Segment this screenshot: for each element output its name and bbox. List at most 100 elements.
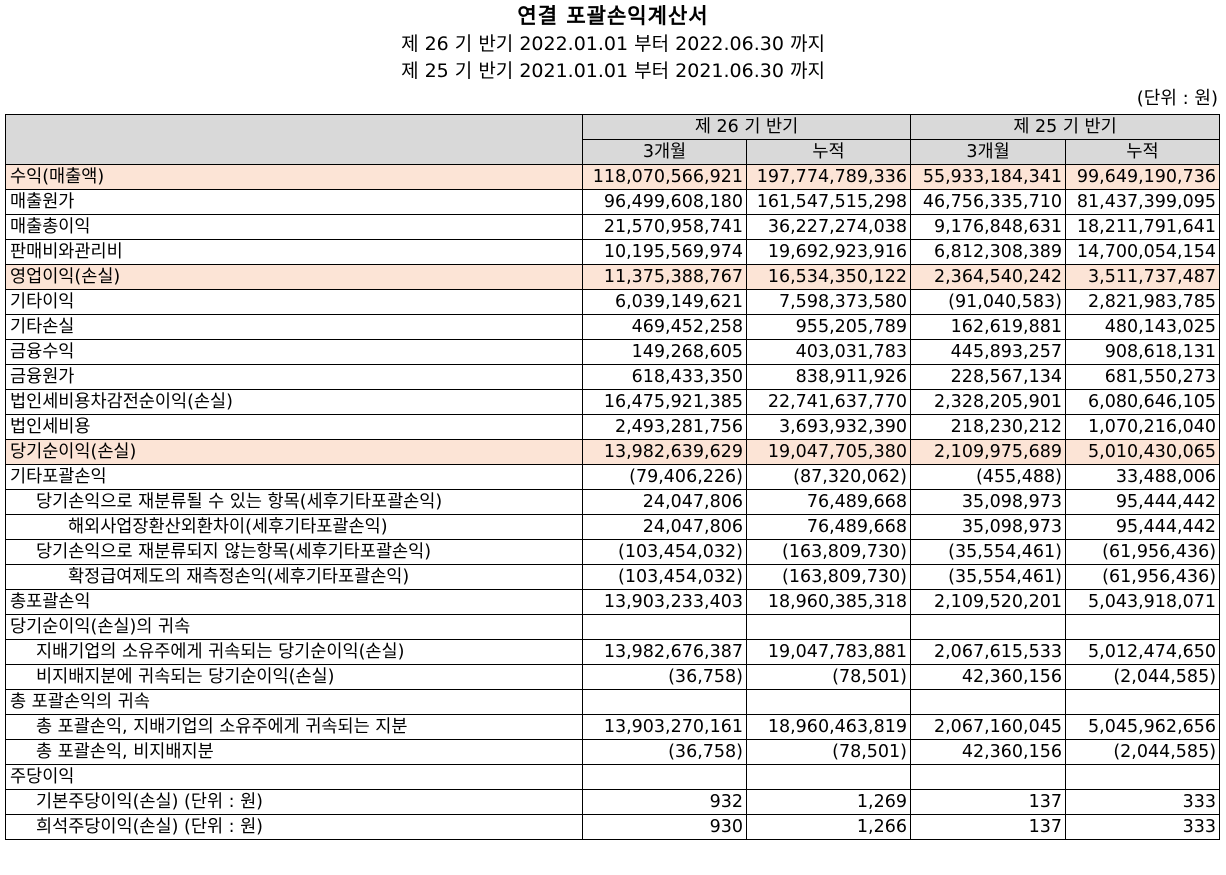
- row-label: 영업이익(손실): [5, 264, 583, 290]
- prior-3month-value: 2,067,615,533: [910, 639, 1067, 665]
- row-label: 총포괄손익: [5, 589, 583, 615]
- prior-cumulative-value: 95,444,442: [1065, 489, 1221, 515]
- current-3month-value: [582, 689, 747, 715]
- row-label: 기본주당이익(손실) (단위 : 원): [5, 789, 583, 815]
- row-label: 판매비와관리비: [5, 239, 583, 265]
- current-cumulative-value: 7,598,373,580: [745, 289, 912, 315]
- prior-cumulative-value: 480,143,025: [1065, 314, 1221, 340]
- row-label: 해외사업장환산외환차이(세후기타포괄손익): [5, 514, 583, 540]
- current-cumulative-value: [745, 764, 912, 790]
- table-row: 총 포괄손익의 귀속: [5, 689, 1221, 715]
- current-cumulative-value: 18,960,385,318: [745, 589, 912, 615]
- table-row: 당기순이익(손실)의 귀속: [5, 614, 1221, 640]
- prior-3month-value: 6,812,308,389: [910, 239, 1067, 265]
- prior-3month-value: (91,040,583): [910, 289, 1067, 315]
- row-label: 비지배지분에 귀속되는 당기순이익(손실): [5, 664, 583, 690]
- prior-cumulative-value: 6,080,646,105: [1065, 389, 1221, 415]
- table-row: 기타이익 6,039,149,621 7,598,373,580 (91,040,58…: [5, 289, 1221, 315]
- current-cumulative-value: 3,693,932,390: [745, 414, 912, 440]
- prior-3month-value: 46,756,335,710: [910, 189, 1067, 215]
- current-3month-value: 2,493,281,756: [582, 414, 747, 440]
- prior-3month-value: [910, 764, 1067, 790]
- header-blank-cell: [5, 114, 583, 165]
- table-row: 비지배지분에 귀속되는 당기순이익(손실) (36,758) (78,501) 42,…: [5, 664, 1221, 690]
- table-row: 법인세비용 2,493,281,756 3,693,932,390 218,230,2…: [5, 414, 1221, 440]
- current-3month-value: 24,047,806: [582, 514, 747, 540]
- prior-3month-value: (35,554,461): [910, 539, 1067, 565]
- current-cumulative-value: 19,047,705,380: [745, 439, 912, 465]
- prior-cumulative-value: [1065, 764, 1221, 790]
- prior-cumulative-value: 5,012,474,650: [1065, 639, 1221, 665]
- table-row: 당기손익으로 재분류되지 않는항목(세후기타포괄손익) (103,454,032)…: [5, 539, 1221, 565]
- prior-3month-value: 2,109,975,689: [910, 439, 1067, 465]
- table-row: 해외사업장환산외환차이(세후기타포괄손익) 24,047,806 76,489,66…: [5, 514, 1221, 540]
- prior-cumulative-value: 81,437,399,095: [1065, 189, 1221, 215]
- table-row: 법인세비용차감전순이익(손실) 16,475,921,385 22,741,637,…: [5, 389, 1221, 415]
- prior-cumulative-value: (61,956,436): [1065, 564, 1221, 590]
- row-label: 당기손익으로 재분류될 수 있는 항목(세후기타포괄손익): [5, 489, 583, 515]
- prior-cumulative-value: 333: [1065, 789, 1221, 815]
- table-row: 판매비와관리비 10,195,569,974 19,692,923,916 6,812…: [5, 239, 1221, 265]
- prior-cumulative-value: 33,488,006: [1065, 464, 1221, 490]
- row-label: 주당이익: [5, 764, 583, 790]
- current-cumulative-value: (78,501): [745, 739, 912, 765]
- current-cumulative-value: 1,269: [745, 789, 912, 815]
- current-3month-value: (79,406,226): [582, 464, 747, 490]
- table-row: 당기손익으로 재분류될 수 있는 항목(세후기타포괄손익) 24,047,806 7…: [5, 489, 1221, 515]
- table-row: 희석주당이익(손실) (단위 : 원) 930 1,266 137 333: [5, 814, 1221, 840]
- row-label: 매출원가: [5, 189, 583, 215]
- current-3month-value: 10,195,569,974: [582, 239, 747, 265]
- prior-3month-value: 137: [910, 789, 1067, 815]
- prior-cumulative-value: (2,044,585): [1065, 664, 1221, 690]
- current-3month-value: [582, 764, 747, 790]
- current-3month-value: 13,903,270,161: [582, 714, 747, 740]
- current-cumulative-value: 197,774,789,336: [745, 164, 912, 190]
- prior-3month-value: 55,933,184,341: [910, 164, 1067, 190]
- current-cumulative-value: 76,489,668: [745, 489, 912, 515]
- unit-label: (단위 : 원): [1136, 88, 1218, 109]
- current-cumulative-value: 22,741,637,770: [745, 389, 912, 415]
- table-row: 지배기업의 소유주에게 귀속되는 당기순이익(손실) 13,982,676,387…: [5, 639, 1221, 665]
- header-row-period: 제 26 기 반기 제 25 기 반기: [5, 114, 1221, 165]
- prior-3month-value: 35,098,973: [910, 489, 1067, 515]
- row-label: 희석주당이익(손실) (단위 : 원): [5, 814, 583, 840]
- row-label: 당기순이익(손실)의 귀속: [5, 614, 583, 640]
- prior-cumulative-value: 5,043,918,071: [1065, 589, 1221, 615]
- prior-cumulative-value: 1,070,216,040: [1065, 414, 1221, 440]
- prior-3month-value: 9,176,848,631: [910, 214, 1067, 240]
- row-label: 법인세비용차감전순이익(손실): [5, 389, 583, 415]
- current-3month-value: 11,375,388,767: [582, 264, 747, 290]
- current-3month-value: 118,070,566,921: [582, 164, 747, 190]
- table-row: 당기순이익(손실) 13,982,639,629 19,047,705,380 2,1…: [5, 439, 1221, 465]
- income-statement-table: 제 26 기 반기 제 25 기 반기 3개월 누적 3개월 누적 수익(매출액…: [5, 114, 1221, 840]
- current-cumulative-value: 19,692,923,916: [745, 239, 912, 265]
- current-cumulative-value: 76,489,668: [745, 514, 912, 540]
- row-label: 당기손익으로 재분류되지 않는항목(세후기타포괄손익): [5, 539, 583, 565]
- header-current-3month: 3개월: [582, 139, 747, 165]
- current-cumulative-value: 403,031,783: [745, 339, 912, 365]
- current-cumulative-value: (87,320,062): [745, 464, 912, 490]
- prior-cumulative-value: 99,649,190,736: [1065, 164, 1221, 190]
- current-3month-value: 149,268,605: [582, 339, 747, 365]
- prior-3month-value: 218,230,212: [910, 414, 1067, 440]
- row-label: 기타포괄손익: [5, 464, 583, 490]
- prior-3month-value: 228,567,134: [910, 364, 1067, 390]
- prior-3month-value: (455,488): [910, 464, 1067, 490]
- current-3month-value: 13,982,639,629: [582, 439, 747, 465]
- statement-title: 연결 포괄손익계산서: [517, 4, 709, 28]
- prior-3month-value: [910, 689, 1067, 715]
- prior-3month-value: 445,893,257: [910, 339, 1067, 365]
- row-label: 기타이익: [5, 289, 583, 315]
- current-3month-value: 932: [582, 789, 747, 815]
- current-3month-value: (36,758): [582, 739, 747, 765]
- prior-cumulative-value: 14,700,054,154: [1065, 239, 1221, 265]
- prior-cumulative-value: 5,010,430,065: [1065, 439, 1221, 465]
- prior-3month-value: 2,364,540,242: [910, 264, 1067, 290]
- table-row: 금융수익 149,268,605 403,031,783 445,893,257 908…: [5, 339, 1221, 365]
- row-label: 확정급여제도의 재측정손익(세후기타포괄손익): [5, 564, 583, 590]
- period-current: 제 26 기 반기 2022.01.01 부터 2022.06.30 까지: [401, 33, 825, 55]
- prior-cumulative-value: [1065, 614, 1221, 640]
- current-3month-value: 930: [582, 814, 747, 840]
- table-row: 총포괄손익 13,903,233,403 18,960,385,318 2,109,5…: [5, 589, 1221, 615]
- prior-cumulative-value: 5,045,962,656: [1065, 714, 1221, 740]
